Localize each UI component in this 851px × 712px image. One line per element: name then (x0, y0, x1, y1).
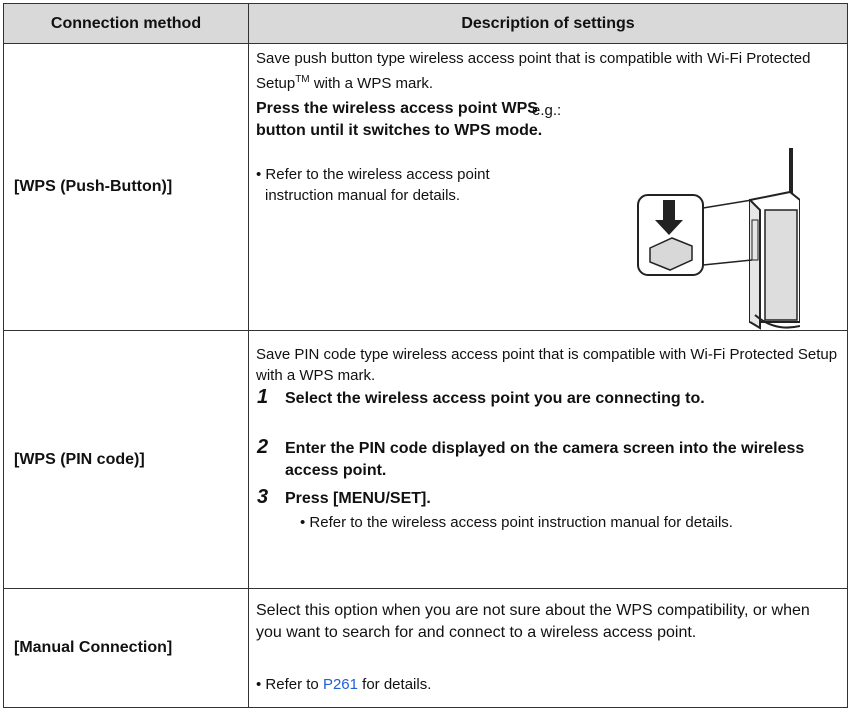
description-cell (248, 588, 848, 708)
intro: Save push button type wireless access po… (256, 48, 841, 94)
header-cell: Connection method (3, 3, 249, 44)
trademark: TM (295, 74, 310, 85)
note: • Refer to P261 for details. (256, 674, 431, 695)
instruction: Press the wireless access point WPS butt… (256, 100, 543, 139)
note: • Refer to the wireless access point ins… (256, 166, 490, 204)
header-cell: Description of settings (248, 3, 848, 44)
page-link[interactable]: P261 (322, 676, 358, 693)
method-text: [Manual Connection] (14, 639, 173, 656)
router-illustration (637, 148, 800, 330)
header-text: Description of settings (461, 14, 635, 32)
intro: Save PIN code type wireless access point… (256, 346, 838, 384)
step-number: 3 (257, 486, 269, 508)
intro-text: Save push button type wireless access po… (256, 50, 811, 92)
method-cell: [WPS (PIN code)] (3, 330, 249, 589)
method-cell: [Manual Connection] (3, 588, 249, 708)
note: • Refer to the wireless access point ins… (300, 514, 733, 531)
note-text: for details. (358, 676, 432, 693)
step-text: Enter the PIN code displayed on the came… (285, 440, 805, 479)
method-text: [WPS (PIN code)] (14, 450, 145, 468)
method-cell: [WPS (Push-Button)] (3, 43, 249, 331)
step-text: Select the wireless access point you are… (285, 390, 705, 407)
header-text: Connection method (50, 14, 202, 32)
step-text: Press [MENU/SET]. (285, 490, 431, 507)
note-text: • Refer to (256, 676, 323, 693)
intro: Select this option when you are not sure… (256, 602, 810, 641)
method-text: [WPS (Push-Button)] (14, 178, 173, 195)
example-label: e.g.: (532, 102, 562, 119)
step-number: 1 (257, 386, 269, 408)
step-number: 2 (257, 436, 269, 458)
intro-text: with a WPS mark. (309, 75, 434, 92)
